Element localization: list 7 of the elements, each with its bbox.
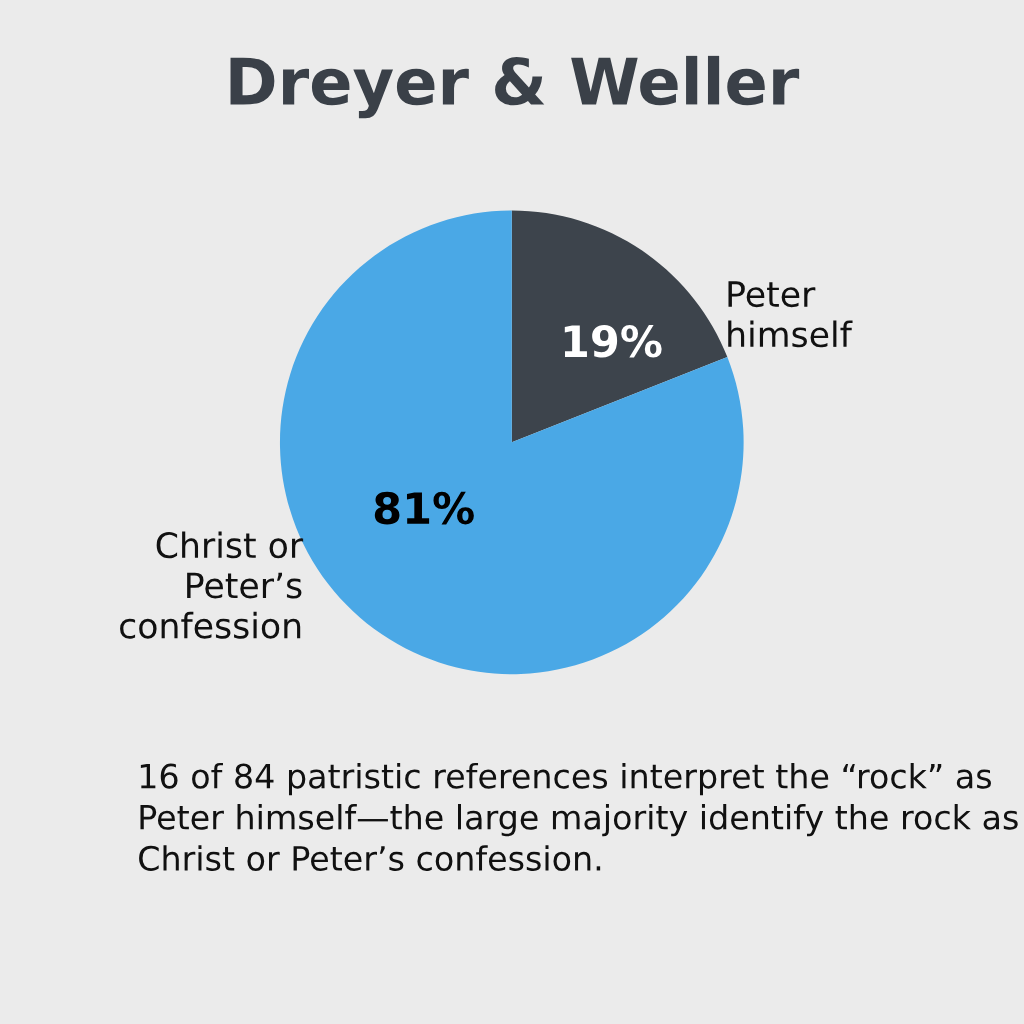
- pie-slice: [511, 210, 728, 443]
- slice-label: Christ or Peter’s confession: [120, 531, 304, 639]
- chart-title: Dreyer & Weller: [230, 55, 800, 119]
- text: 16 of 84 patristic references interpret the “rock” as Peter himself—the large majority identify the rock as Christ or Peter’s confession.: [139, 762, 1018, 871]
- data-label: 81%: [374, 491, 474, 525]
- data-label: 19%: [564, 324, 662, 358]
- slice-label: Peter himself: [728, 281, 853, 348]
